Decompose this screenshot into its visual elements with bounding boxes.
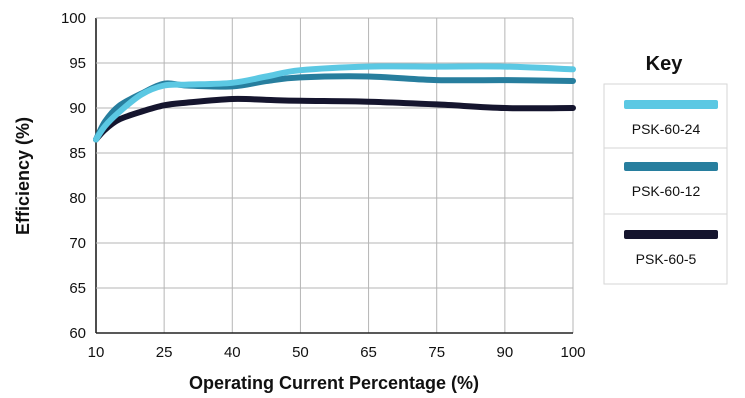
y-tick-label: 90	[69, 100, 86, 117]
legend-box-1	[603, 83, 728, 149]
y-tick-label: 95	[69, 55, 86, 72]
x-tick-label: 25	[156, 344, 173, 361]
y-tick-label: 70	[69, 235, 86, 252]
y-tick-label: 85	[69, 145, 86, 162]
y-tick-label: 100	[61, 10, 86, 27]
x-tick-label: 10	[88, 344, 105, 361]
legend-label-psk-60-24: PSK-60-24	[632, 121, 701, 137]
legend-title: Key	[646, 53, 684, 75]
x-tick-label: 50	[292, 344, 309, 361]
legend-label-psk-60-5: PSK-60-5	[636, 251, 697, 267]
legend-box-2	[603, 147, 728, 215]
legend-swatch-psk-60-5	[624, 230, 718, 239]
y-tick-label: 60	[69, 325, 86, 342]
series-line-psk-60-24	[93, 63, 576, 143]
tick-labels: 10 25 40 50 65 75 90 100 100 95 90 85 80 70 65 60	[61, 10, 586, 361]
legend-box-3	[603, 213, 728, 285]
x-tick-label: 75	[428, 344, 445, 361]
x-tick-label: 90	[497, 344, 514, 361]
legend-swatch-psk-60-12	[624, 162, 718, 171]
series-line-psk-60-12	[93, 73, 576, 143]
legend-label-psk-60-12: PSK-60-12	[632, 183, 701, 199]
x-tick-label: 100	[560, 344, 585, 361]
series-line-psk-60-5	[93, 95, 576, 143]
x-axis-title: Operating Current Percentage (%)	[189, 373, 479, 393]
series-lines	[93, 63, 576, 143]
legend-swatch-psk-60-24	[624, 100, 718, 109]
y-axis-title: Efficiency (%)	[13, 117, 33, 235]
x-tick-label: 65	[360, 344, 377, 361]
x-tick-label: 40	[224, 344, 241, 361]
y-tick-label: 65	[69, 280, 86, 297]
legend: Key PSK-60-24 PSK-60-12 PSK-60-5	[603, 53, 728, 285]
y-tick-label: 80	[69, 190, 86, 207]
